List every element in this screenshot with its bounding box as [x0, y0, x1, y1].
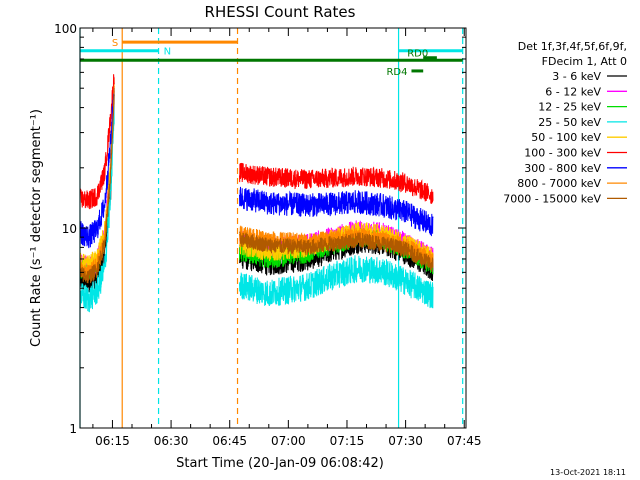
- annotation-label-rd0: RD0: [407, 49, 428, 60]
- x-tick-label: 07:15: [330, 434, 365, 448]
- y-tick-label: 1: [69, 422, 77, 436]
- legend-label: 800 - 7000 keV: [517, 177, 601, 190]
- annotation-label-n: N: [164, 47, 171, 58]
- legend-label: 7000 - 15000 keV: [503, 192, 601, 205]
- x-tick-label: 07:45: [447, 434, 482, 448]
- x-axis-label: Start Time (20-Jan-09 06:08:42): [176, 456, 384, 471]
- legend-label: 25 - 50 keV: [538, 116, 601, 129]
- chart-title: RHESSI Count Rates: [205, 3, 356, 21]
- series-line-300-800-kev: [79, 88, 434, 249]
- series-line-100-300-kev: [79, 74, 434, 210]
- y-axis-label: Count Rate (s⁻¹ detector segment⁻¹): [29, 109, 44, 347]
- x-tick-label: 07:00: [271, 434, 306, 448]
- legend-label: 50 - 100 keV: [531, 131, 601, 144]
- x-tick-label: 06:45: [212, 434, 247, 448]
- series-line-25-50-kev: [79, 104, 434, 313]
- legend-header-line-1: Det 1f,3f,4f,5f,6f,9f,: [518, 40, 627, 53]
- footer-timestamp: 13-Oct-2021 18:11: [550, 468, 626, 477]
- annotation-label-s: S: [112, 38, 118, 49]
- x-tick-label: 07:30: [388, 434, 423, 448]
- y-tick-label: 10: [62, 222, 77, 236]
- legend-label: 12 - 25 keV: [538, 101, 601, 114]
- series-line-7000-15000-kev: [79, 94, 434, 284]
- legend-label: 100 - 300 keV: [524, 147, 601, 160]
- series-lines: [79, 74, 434, 313]
- legend-label: 300 - 800 keV: [524, 162, 601, 175]
- annotation-label-rd4: RD4: [386, 67, 407, 78]
- legend-entries: 3 - 6 keV 6 - 12 keV 12 - 25 keV 25 - 50 ke…: [503, 70, 627, 205]
- legend-label: 3 - 6 keV: [552, 70, 601, 83]
- x-tick-label: 06:15: [95, 434, 130, 448]
- x-tick-label: 06:30: [154, 434, 189, 448]
- legend: Det 1f,3f,4f,5f,6f,9f, FDecim 1, Att 0 3…: [503, 40, 627, 205]
- legend-header-line-2: FDecim 1, Att 0: [542, 55, 627, 68]
- axis-ticks: 06:15 06:30 06:45 07:00 07:15 07:30 07:45 1 10 10…: [54, 22, 481, 448]
- y-tick-label: 100: [54, 22, 77, 36]
- legend-label: 6 - 12 keV: [545, 85, 601, 98]
